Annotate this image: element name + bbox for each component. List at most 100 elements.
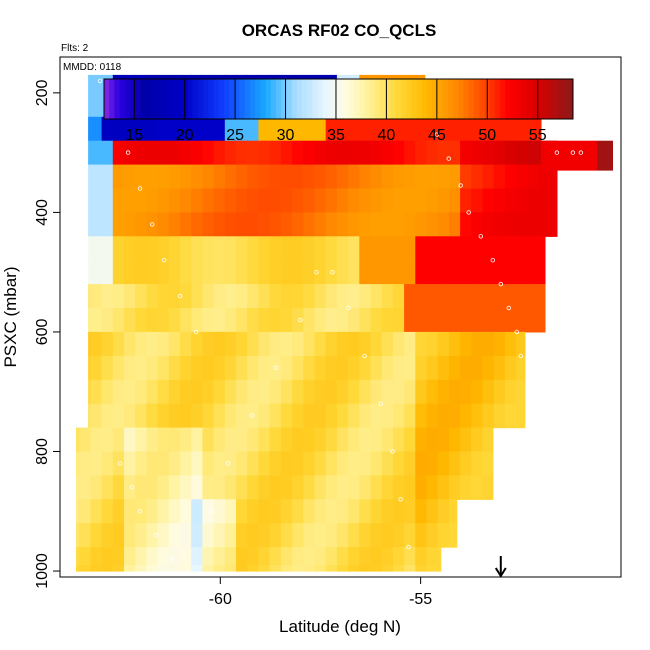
flight-track-point	[169, 556, 175, 562]
heatmap-cell	[124, 355, 136, 381]
heatmap-cell	[448, 499, 458, 524]
colorbar-segment	[562, 79, 569, 119]
heatmap-cell	[247, 355, 259, 381]
heatmap-cell	[213, 331, 226, 357]
heatmap-cell	[448, 140, 461, 166]
heatmap-cell	[359, 331, 372, 357]
heatmap-cell	[79, 499, 91, 524]
heatmap-cell	[88, 116, 92, 142]
heatmap-cell	[448, 379, 461, 405]
heatmap-cell	[348, 427, 360, 453]
colorbar-segment	[145, 79, 152, 119]
heatmap-cell	[404, 284, 416, 309]
heatmap-cell	[348, 331, 360, 357]
heatmap-cell	[135, 212, 147, 237]
heatmap-cell	[258, 116, 271, 142]
heatmap-cell	[90, 451, 103, 476]
heatmap-cell	[213, 308, 226, 333]
heatmap-cell	[437, 523, 450, 548]
heatmap-cell	[269, 475, 282, 500]
heatmap-cell	[168, 260, 181, 285]
heatmap-cell	[493, 164, 506, 190]
colorbar-segment	[328, 79, 334, 119]
heatmap-cell	[90, 260, 103, 285]
heatmap-cell	[426, 451, 439, 476]
heatmap-cell	[437, 188, 450, 213]
heatmap-cell	[426, 331, 439, 357]
heatmap-cell	[538, 284, 546, 309]
heatmap-cell	[325, 331, 338, 357]
heatmap-cell	[124, 284, 136, 309]
heatmap-cell	[236, 140, 248, 166]
flight-track-point	[250, 413, 255, 418]
heatmap-cell	[101, 523, 114, 548]
heatmap-cell	[191, 475, 203, 500]
colorbar-segment	[197, 79, 204, 119]
heatmap-cell	[168, 355, 181, 381]
heatmap-cell	[527, 212, 540, 237]
colorbar-segment	[432, 79, 439, 119]
heatmap-cell	[202, 331, 215, 357]
colorbar-tick-label: 45	[428, 127, 446, 144]
heatmap-cell	[146, 284, 159, 309]
heatmap-cell	[370, 355, 383, 381]
heatmap-cell	[202, 140, 215, 166]
heatmap-cell	[202, 547, 215, 566]
colorbar-tick-label: 50	[478, 127, 496, 144]
heatmap-cell	[124, 403, 136, 429]
heatmap-cell	[224, 379, 237, 405]
heatmap-cell	[538, 308, 546, 333]
heatmap-cell	[135, 331, 147, 357]
heatmap-cell	[415, 260, 428, 285]
heatmap-cell	[314, 284, 327, 309]
heatmap-cell	[303, 260, 316, 285]
heatmap-cell	[191, 379, 203, 405]
heatmap-cell	[157, 427, 170, 453]
flight-track-point	[538, 401, 544, 406]
heatmap-cell	[437, 116, 450, 142]
heatmap-cell	[381, 427, 394, 453]
heatmap-cell	[348, 116, 360, 142]
colorbar-segment	[421, 79, 428, 119]
heatmap-cell	[191, 212, 203, 237]
heatmap-cell	[101, 331, 114, 357]
heatmap-cell	[471, 284, 484, 309]
heatmap-cell	[448, 260, 461, 285]
heatmap-cell	[404, 403, 416, 429]
chart-title: ORCAS RF02 CO_QCLS	[242, 21, 437, 40]
heatmap-cell	[471, 331, 484, 357]
heatmap-cell	[381, 379, 394, 405]
heatmap-cell	[280, 116, 293, 142]
heatmap-cell	[112, 565, 125, 572]
colorbar-segment	[135, 79, 141, 119]
heatmap-cell	[303, 475, 316, 500]
heatmap-cell	[325, 284, 338, 309]
heatmap-cell	[426, 236, 439, 261]
heatmap-cell	[448, 355, 461, 381]
heatmap-cell	[191, 331, 203, 357]
heatmap-cell	[482, 403, 495, 429]
heatmap-cell	[88, 74, 92, 94]
heatmap-cell	[180, 427, 192, 453]
heatmap-cell	[381, 164, 394, 190]
heatmap-cell	[493, 188, 506, 213]
heatmap-cell	[202, 427, 215, 453]
heatmap-cell	[280, 188, 293, 213]
heatmap-cell	[168, 475, 181, 500]
heatmap-cell	[303, 451, 316, 476]
heatmap-cell	[280, 212, 293, 237]
heatmap-cell	[460, 379, 472, 405]
heatmap-cell	[180, 116, 192, 142]
heatmap-cell	[336, 284, 349, 309]
heatmap-cell	[314, 403, 327, 429]
colorbar-segment	[515, 79, 522, 119]
colorbar-segment	[307, 79, 313, 119]
heatmap-cell	[168, 379, 181, 405]
heatmap-cell	[213, 403, 226, 429]
heatmap-cell	[180, 308, 192, 333]
heatmap-cell	[415, 475, 428, 500]
colorbar-segment	[192, 79, 199, 119]
heatmap-cell	[437, 403, 450, 429]
heatmap-cell	[224, 140, 237, 166]
heatmap-cell	[168, 523, 181, 548]
